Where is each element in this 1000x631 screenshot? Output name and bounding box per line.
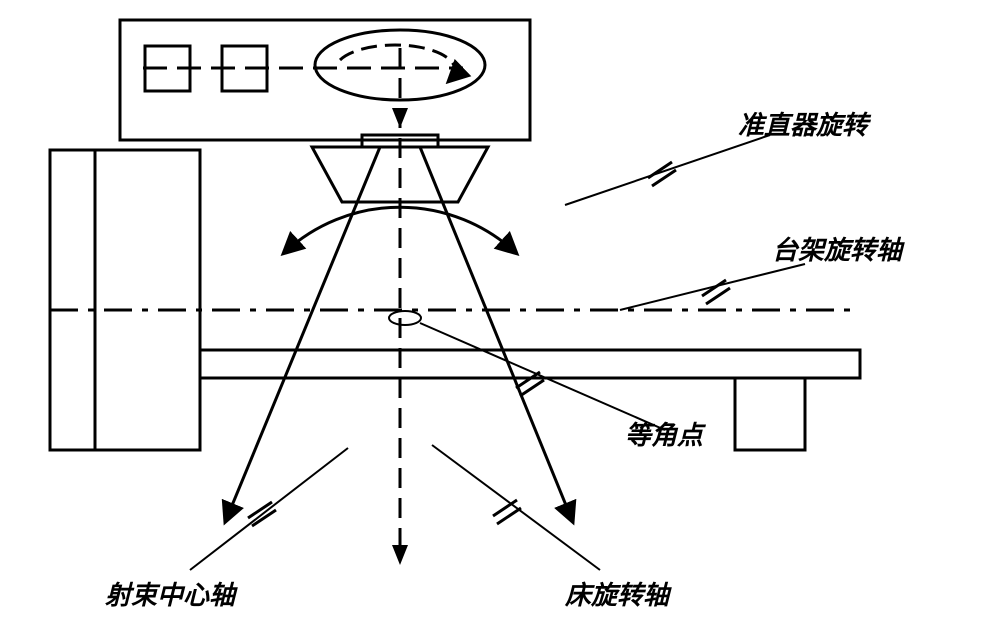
leader-gantry-axis	[620, 264, 805, 310]
label-beam-central-axis: 射束中心轴	[105, 575, 235, 612]
gantry-column	[50, 150, 200, 450]
label-gantry-rotation-axis: 台架旋转轴	[772, 230, 902, 267]
isocenter-marker	[389, 311, 421, 325]
leader-collimator-rotation	[565, 135, 770, 205]
vertical-axis-arrow-top	[392, 108, 408, 128]
label-isocenter: 等角点	[625, 415, 703, 452]
label-collimator-rotation: 准直器旋转	[738, 105, 868, 142]
beam-edge-left	[226, 147, 380, 520]
linac-diagram-svg	[0, 0, 1000, 631]
couch-leg	[735, 378, 805, 450]
label-couch-rotation-axis: 床旋转轴	[565, 575, 669, 612]
zigzag-marks	[248, 162, 730, 526]
couch-top	[200, 350, 860, 378]
diagram-container: 准直器旋转 台架旋转轴 等角点 射束中心轴 床旋转轴	[0, 0, 1000, 631]
electron-path-arrow	[340, 45, 455, 80]
leader-couch-axis	[432, 445, 600, 570]
leader-beam-axis	[190, 448, 348, 570]
vertical-axis-arrow-bottom	[392, 545, 408, 565]
